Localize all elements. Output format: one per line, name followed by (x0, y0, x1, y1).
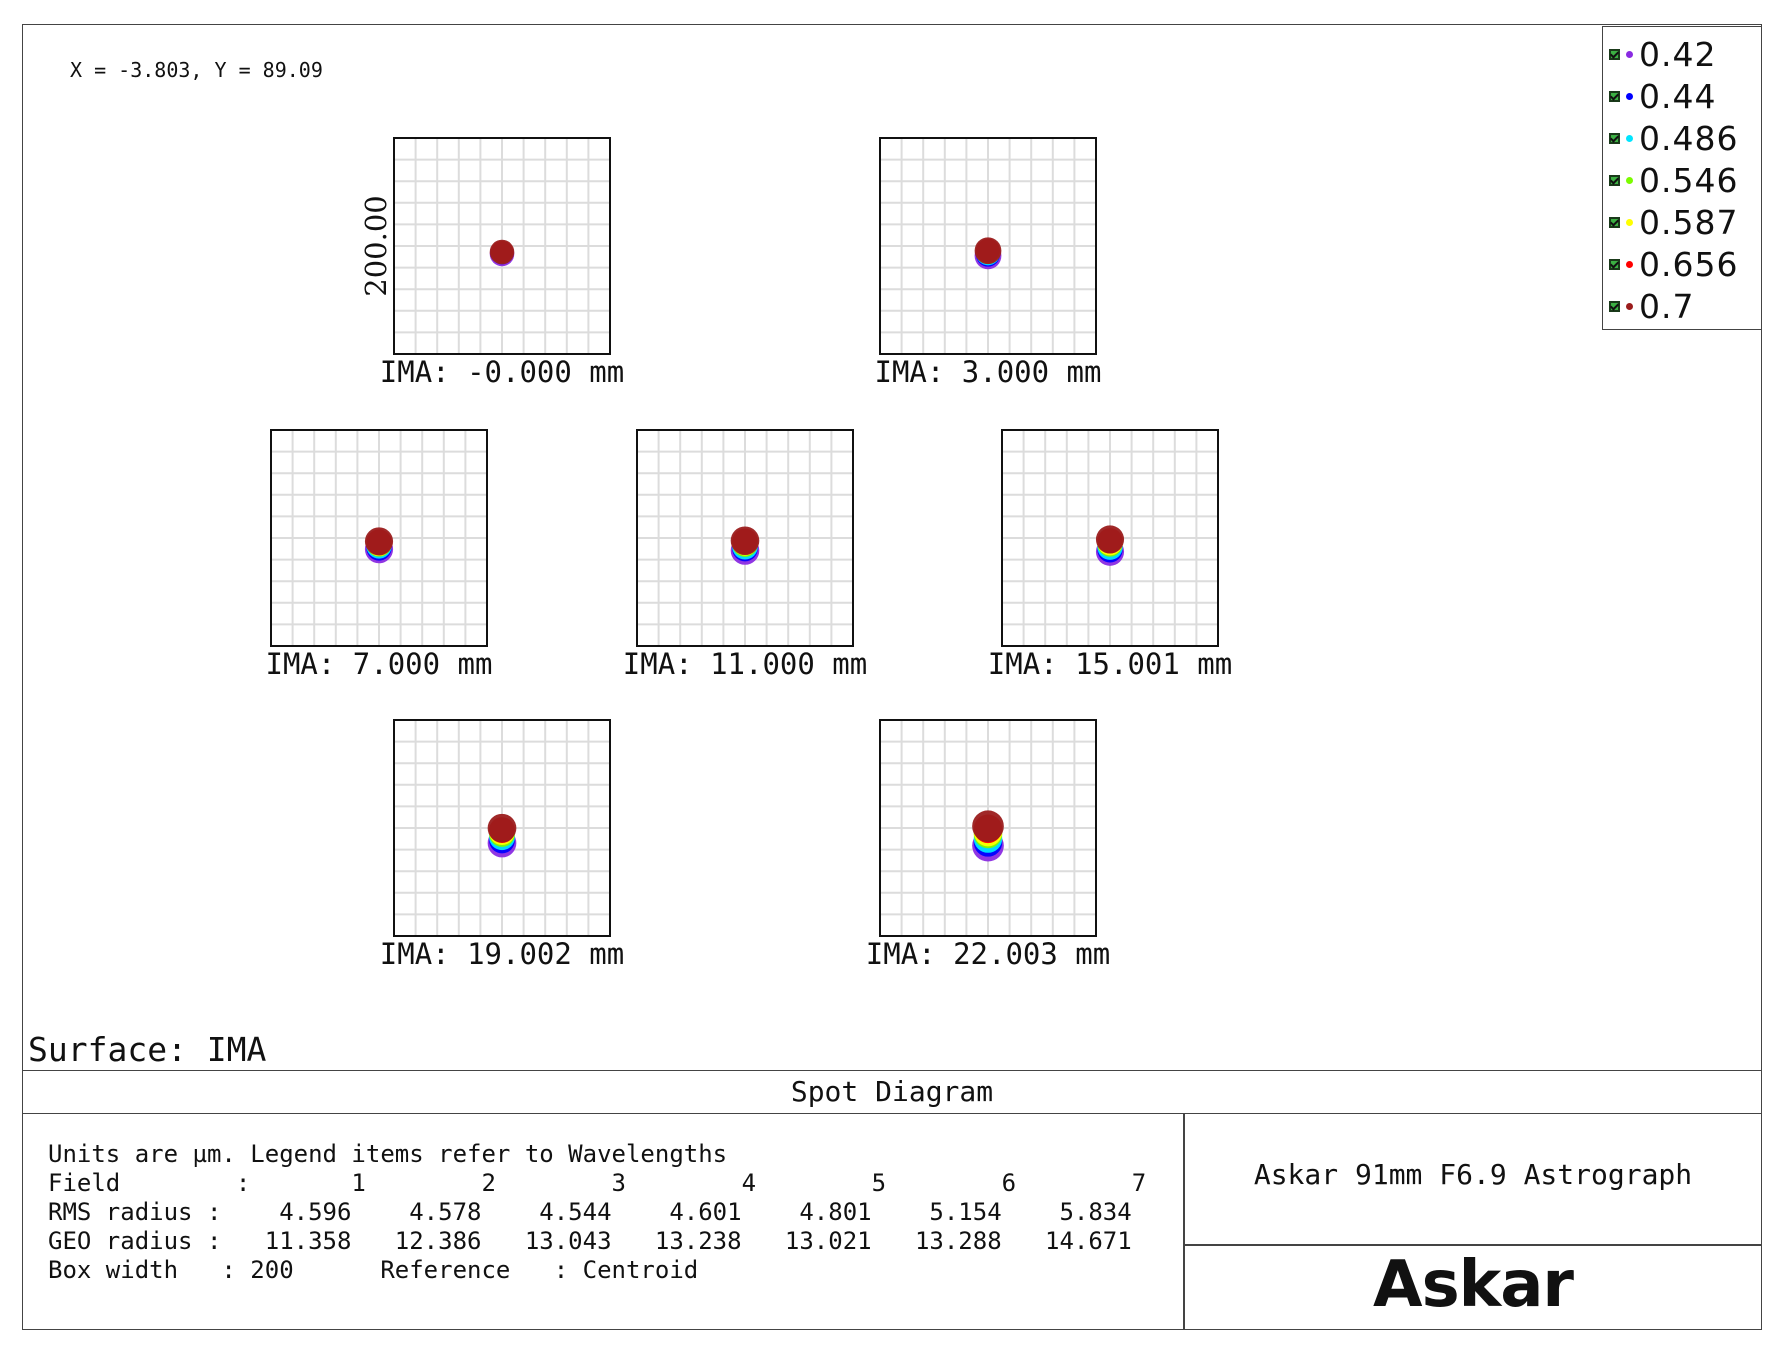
spot-box: IMA: 3.000 mm (875, 137, 1102, 389)
checkbox-icon[interactable] (1609, 258, 1620, 270)
spot-box-border (393, 137, 611, 355)
footer-divider-horizontal (1183, 1244, 1762, 1246)
spot-box-border (1001, 429, 1219, 647)
plot-frame (22, 24, 1762, 1330)
legend-item[interactable]: 0.656 (1603, 243, 1738, 285)
field-label: IMA: 15.001 mm (988, 647, 1232, 681)
checkbox-icon[interactable] (1609, 216, 1620, 228)
legend-color-dot (1626, 92, 1633, 100)
askar-logo: Askar (1373, 1248, 1574, 1322)
checkbox-icon[interactable] (1609, 174, 1620, 186)
spot-box-border (270, 429, 488, 647)
checkbox-icon[interactable] (1609, 48, 1620, 60)
field-label: IMA: -0.000 mm (380, 355, 624, 389)
checkbox-icon[interactable] (1609, 90, 1620, 102)
panel-title: Spot Diagram (22, 1070, 1762, 1114)
legend-item[interactable]: 0.44 (1603, 75, 1716, 117)
legend-label: 0.44 (1639, 76, 1717, 116)
spot-point (489, 239, 515, 265)
field-label: IMA: 11.000 mm (623, 647, 867, 681)
legend-label: 0.546 (1639, 160, 1739, 200)
info-box-width-line: Box width : 200 Reference : Centroid (48, 1256, 699, 1284)
spot-point (1095, 525, 1125, 554)
legend-item[interactable]: 0.42 (1603, 33, 1716, 75)
spot-point (487, 813, 517, 843)
field-label: IMA: 22.003 mm (866, 937, 1110, 971)
legend-item[interactable]: 0.486 (1603, 117, 1738, 159)
spot-box: IMA: 15.001 mm (988, 429, 1232, 681)
legend-color-dot (1626, 176, 1633, 184)
spot-box: IMA: 11.000 mm (623, 429, 867, 681)
legend-label: 0.587 (1639, 202, 1739, 242)
info-units-line: Units are µm. Legend items refer to Wave… (48, 1140, 728, 1168)
legend-label: 0.656 (1639, 244, 1739, 284)
spot-box-border (636, 429, 854, 647)
checkbox-icon[interactable] (1609, 132, 1620, 144)
info-rms-line: RMS radius : 4.596 4.578 4.544 4.601 4.8… (48, 1198, 1132, 1226)
spot-point (972, 810, 1004, 843)
info-field-line: Field : 1 2 3 4 5 6 7 (48, 1169, 1147, 1197)
y-axis-label: 200.00 (359, 195, 393, 296)
legend-label: 0.486 (1639, 118, 1739, 158)
spot-box-border (879, 719, 1097, 937)
footer-divider-vertical (1183, 1113, 1185, 1329)
field-label: IMA: 19.002 mm (380, 937, 624, 971)
spot-point (730, 526, 760, 556)
field-label: IMA: 3.000 mm (875, 355, 1102, 389)
spot-box: IMA: 19.002 mm (380, 719, 624, 971)
spot-point (364, 527, 394, 556)
info-geo-line: GEO radius : 11.358 12.386 13.043 13.238… (48, 1227, 1132, 1255)
legend-color-dot (1626, 260, 1633, 268)
surface-label: Surface: IMA (28, 1030, 267, 1069)
legend-color-dot (1626, 302, 1633, 310)
field-label: IMA: 7.000 mm (266, 647, 493, 681)
legend-item[interactable]: 0.7 (1603, 285, 1694, 327)
legend-color-dot (1626, 218, 1633, 226)
system-name: Askar 91mm F6.9 Astrograph (1253, 1158, 1693, 1191)
legend-item[interactable]: 0.587 (1603, 201, 1738, 243)
wavelength-legend: 0.42 0.44 0.486 0.546 0.587 0.656 0.7 (1602, 26, 1762, 330)
spot-box-border (879, 137, 1097, 355)
legend-label: 0.42 (1639, 34, 1717, 74)
legend-color-dot (1626, 134, 1633, 142)
spot-box: IMA: 22.003 mm (866, 719, 1110, 971)
spot-point (974, 237, 1002, 265)
spot-box: IMA: 7.000 mm (266, 429, 493, 681)
checkbox-icon[interactable] (1609, 300, 1620, 312)
spot-box: IMA: -0.000 mm (380, 137, 624, 389)
spot-box-border (393, 719, 611, 937)
legend-color-dot (1626, 50, 1633, 58)
legend-label: 0.7 (1639, 286, 1695, 326)
legend-item[interactable]: 0.546 (1603, 159, 1738, 201)
spot-info-table: Units are µm. Legend items refer to Wave… (48, 1140, 1146, 1285)
coordinate-readout: X = -3.803, Y = 89.09 (70, 58, 323, 82)
